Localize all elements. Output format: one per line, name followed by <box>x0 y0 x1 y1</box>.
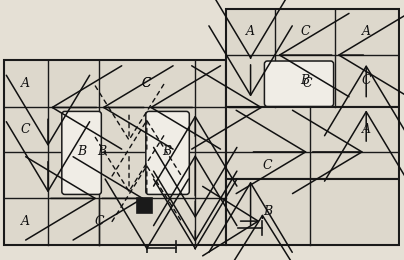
Text: C: C <box>21 123 30 136</box>
Bar <box>226 107 399 179</box>
Text: A: A <box>21 214 30 228</box>
Text: B: B <box>300 74 309 87</box>
Text: A: A <box>362 25 371 38</box>
Text: C: C <box>263 159 272 172</box>
Text: C: C <box>142 77 152 90</box>
Text: B: B <box>162 145 171 158</box>
Bar <box>4 60 226 245</box>
FancyBboxPatch shape <box>264 61 334 107</box>
Text: A: A <box>21 77 30 90</box>
Text: C: C <box>302 77 312 90</box>
Text: B: B <box>263 205 272 218</box>
Text: C: C <box>142 77 152 90</box>
FancyBboxPatch shape <box>62 112 101 194</box>
Bar <box>137 198 152 213</box>
Text: C: C <box>300 25 310 38</box>
Text: B: B <box>97 145 106 158</box>
Text: A: A <box>246 25 255 38</box>
Text: C: C <box>362 74 371 87</box>
FancyBboxPatch shape <box>146 112 189 194</box>
Text: C: C <box>95 214 104 228</box>
Bar <box>226 179 399 245</box>
Text: A: A <box>362 123 371 136</box>
Text: B: B <box>77 145 86 158</box>
Bar <box>226 9 399 107</box>
